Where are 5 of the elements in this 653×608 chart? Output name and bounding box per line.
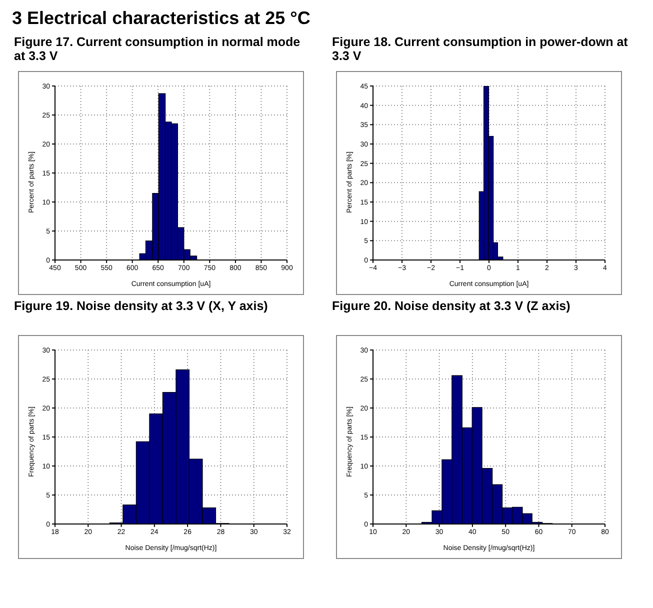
text: 3 Electrical characteristics at 25 °C bbox=[12, 8, 312, 29]
chart-title: Figure 17. Current consumption in normal mode at 3.3 V bbox=[14, 35, 302, 65]
chart-title: Figure 19. Noise density at 3.3 V (X, Y axis) bbox=[14, 299, 269, 315]
chart-title: Figure 18. Current consumption in power-down at 3.3 V bbox=[332, 35, 629, 65]
chart-title: Figure 20. Noise density at 3.3 V (Z axis) bbox=[332, 299, 572, 315]
